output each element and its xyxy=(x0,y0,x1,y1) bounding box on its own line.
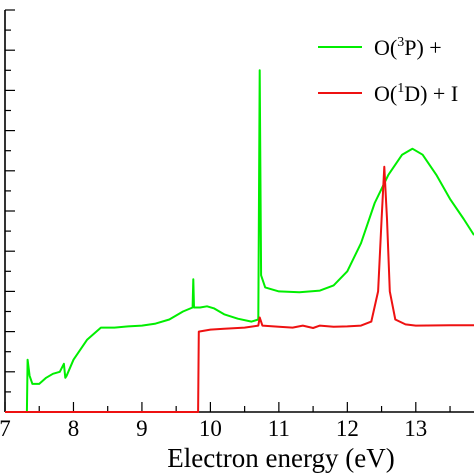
x-tick-label: 12 xyxy=(336,416,359,441)
legend: O(3P) + O(1D) + I xyxy=(318,35,458,106)
x-tick-label: 13 xyxy=(404,416,427,441)
series-line-1 xyxy=(5,165,474,413)
x-tick-label: 9 xyxy=(136,416,148,441)
series-group xyxy=(5,69,474,413)
x-axis-title: Electron energy (eV) xyxy=(167,443,394,473)
axes: 7 8 9 10 11 12 13 xyxy=(0,9,474,441)
series-line-0 xyxy=(25,69,474,413)
legend-label-0: O(3P) + xyxy=(374,35,442,60)
legend-label-1: O(1D) + I xyxy=(374,81,458,106)
x-tick-label: 10 xyxy=(199,416,222,441)
x-tick-label: 11 xyxy=(268,416,290,441)
x-tick-label: 7 xyxy=(0,416,11,441)
x-tick-label: 8 xyxy=(68,416,80,441)
